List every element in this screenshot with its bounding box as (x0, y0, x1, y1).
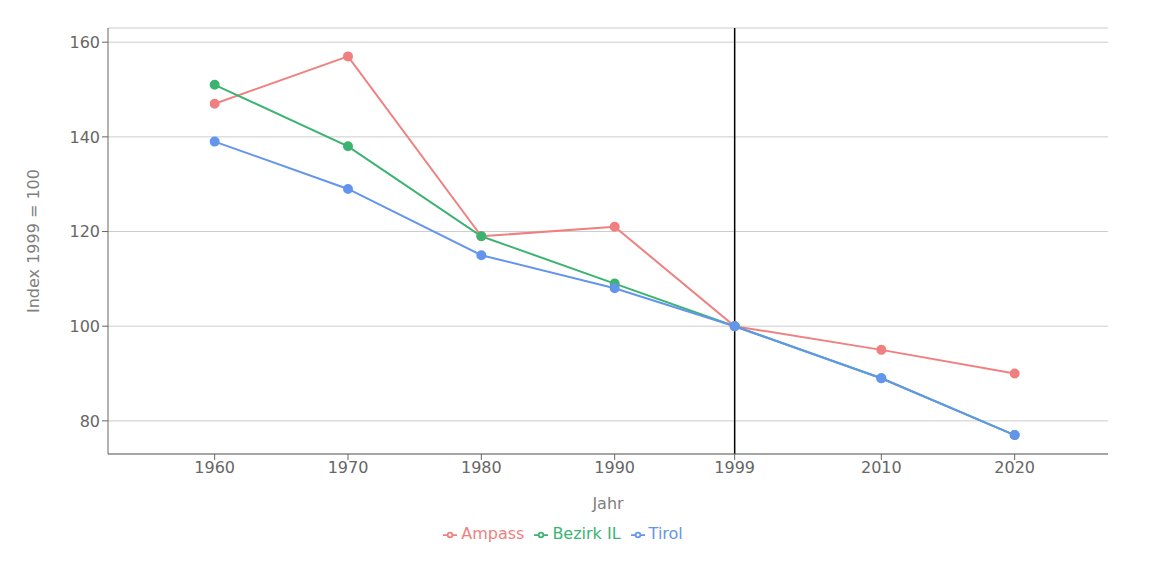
svg-text:Jahr: Jahr (591, 494, 624, 513)
html-text:Tirol: Tirol (648, 524, 683, 543)
html-text:Ampass: Ampass (461, 524, 525, 543)
svg-text:2020: 2020 (994, 458, 1035, 477)
svg-text:Index 1999 = 100: Index 1999 = 100 (24, 169, 43, 313)
svg-text:120: 120 (69, 222, 100, 241)
svg-text:100: 100 (69, 317, 100, 336)
svg-text:1960: 1960 (194, 458, 235, 477)
svg-text:1999: 1999 (714, 458, 755, 477)
svg-text:2010: 2010 (861, 458, 902, 477)
html-text:Bezirk IL: Bezirk IL (552, 524, 621, 543)
svg-text:140: 140 (69, 128, 100, 147)
svg-text:80: 80 (80, 412, 100, 431)
svg-text:1990: 1990 (594, 458, 635, 477)
svg-text:1980: 1980 (461, 458, 502, 477)
svg-text:160: 160 (69, 33, 100, 52)
svg-text:1970: 1970 (328, 458, 369, 477)
